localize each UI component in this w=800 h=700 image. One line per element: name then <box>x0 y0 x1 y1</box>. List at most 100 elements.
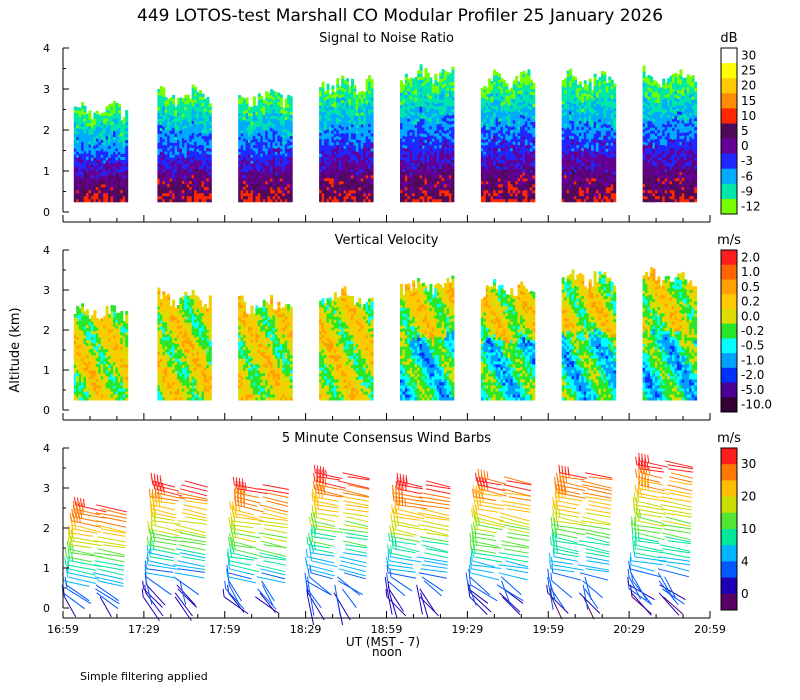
data-cell <box>346 144 350 148</box>
data-cell <box>81 153 85 157</box>
data-cell <box>561 103 565 108</box>
data-cell <box>527 183 531 188</box>
data-cell <box>277 113 281 118</box>
data-cell <box>172 154 176 158</box>
data-cell <box>265 136 269 140</box>
data-cell <box>73 112 77 116</box>
data-cell <box>95 123 99 127</box>
data-cell <box>108 124 112 129</box>
data-cell <box>498 189 501 194</box>
data-cell <box>343 163 347 167</box>
data-cell <box>199 96 202 100</box>
data-cell <box>449 153 452 158</box>
data-cell <box>98 192 102 197</box>
data-cell <box>422 192 425 197</box>
data-cell <box>189 180 193 184</box>
data-cell <box>358 160 362 164</box>
data-cell <box>338 157 342 161</box>
data-cell <box>517 114 521 118</box>
data-cell <box>355 172 359 176</box>
data-cell <box>529 100 533 104</box>
data-cell <box>162 129 166 133</box>
data-cell <box>157 148 161 152</box>
data-cell <box>120 135 124 139</box>
data-cell <box>360 189 364 194</box>
data-cell <box>331 88 335 92</box>
data-cell <box>502 195 506 200</box>
data-cell <box>113 136 116 140</box>
data-cell <box>449 91 452 95</box>
data-cell <box>108 154 112 158</box>
data-cell <box>346 126 350 130</box>
data-cell <box>426 126 430 131</box>
data-cell <box>351 144 354 149</box>
data-cell <box>275 192 278 197</box>
data-cell <box>333 198 337 203</box>
data-cell <box>444 183 448 188</box>
data-cell <box>125 151 129 155</box>
data-cell <box>169 186 173 191</box>
data-cell <box>512 168 516 172</box>
data-cell <box>275 157 278 161</box>
data-cell <box>267 114 271 118</box>
data-cell <box>407 106 411 110</box>
data-cell <box>245 136 249 140</box>
data-cell <box>500 90 504 94</box>
data-cell <box>115 123 119 128</box>
data-cell <box>333 178 337 182</box>
data-cell <box>419 198 423 203</box>
data-cell <box>265 148 269 152</box>
data-cell <box>505 112 509 117</box>
data-cell <box>265 127 269 131</box>
data-cell <box>505 118 509 123</box>
data-cell <box>194 135 198 139</box>
data-cell <box>275 104 278 108</box>
data-cell <box>502 151 506 155</box>
data-cell <box>409 192 413 197</box>
data-cell <box>495 108 499 112</box>
data-cell <box>370 159 374 164</box>
data-cell <box>502 178 506 182</box>
data-cell <box>78 162 82 166</box>
data-cell <box>189 159 193 163</box>
data-cell <box>115 159 119 164</box>
data-cell <box>500 84 504 88</box>
data-cell <box>520 195 524 200</box>
data-cell <box>358 166 362 170</box>
data-cell <box>561 181 565 185</box>
data-cell <box>512 183 516 188</box>
data-cell <box>417 192 421 197</box>
data-cell <box>351 195 354 200</box>
data-cell <box>520 87 524 91</box>
data-cell <box>125 148 129 152</box>
data-cell <box>343 160 347 164</box>
data-cell <box>194 162 198 166</box>
data-cell <box>186 175 190 179</box>
data-cell <box>191 174 195 179</box>
data-cell <box>346 108 350 112</box>
data-cell <box>444 130 448 134</box>
data-cell <box>172 178 176 182</box>
data-cell <box>338 92 342 96</box>
data-cell <box>485 177 489 182</box>
data-cell <box>105 183 109 188</box>
data-cell <box>255 111 259 116</box>
data-cell <box>532 154 536 158</box>
data-cell <box>493 189 497 194</box>
data-cell <box>324 168 327 173</box>
data-cell <box>507 195 511 200</box>
data-cell <box>336 192 340 197</box>
data-cell <box>287 172 291 176</box>
data-cell <box>498 133 501 137</box>
data-cell <box>500 180 504 185</box>
data-cell <box>525 135 528 140</box>
data-cell <box>321 141 325 146</box>
data-cell <box>417 171 421 176</box>
data-cell <box>426 105 430 110</box>
data-cell <box>515 150 519 155</box>
data-cell <box>444 106 448 111</box>
data-cell <box>240 105 244 110</box>
data-cell <box>402 90 406 94</box>
data-cell <box>488 138 492 143</box>
data-cell <box>117 192 121 197</box>
